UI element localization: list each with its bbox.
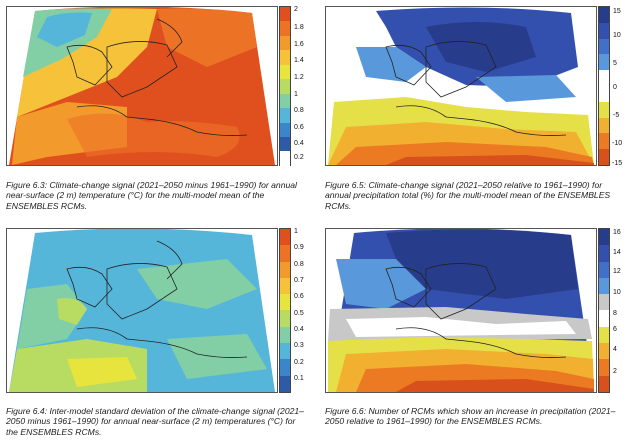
colorbar-tick: 10 bbox=[613, 289, 621, 296]
colorbar-tick: 15 bbox=[613, 8, 621, 15]
colorbar bbox=[598, 6, 610, 166]
colorbar-tick: 10 bbox=[613, 32, 621, 39]
colorbar-tick: 0.8 bbox=[294, 107, 304, 114]
colorbar-tick: -15 bbox=[612, 160, 623, 167]
figure-caption: Figure 6.6: Number of RCMs which show an… bbox=[325, 406, 616, 427]
colorbar-tick: 0.7 bbox=[294, 277, 304, 284]
colorbar-tick: 14 bbox=[613, 249, 621, 256]
colorbar-tick: 6 bbox=[613, 326, 617, 333]
colorbar bbox=[598, 228, 610, 393]
figure-caption: Figure 6.3: Climate-change signal (2021–… bbox=[6, 180, 297, 211]
colorbar-tick: 4 bbox=[613, 346, 617, 353]
figure-caption: Figure 6.4: Inter-model standard deviati… bbox=[6, 406, 304, 437]
inter-model-std-map bbox=[6, 228, 278, 393]
colorbar-tick: 8 bbox=[613, 310, 617, 317]
colorbar bbox=[279, 228, 291, 393]
colorbar-tick: 0.3 bbox=[294, 342, 304, 349]
colorbar-tick: 2 bbox=[294, 6, 298, 13]
colorbar-tick: 1 bbox=[294, 228, 298, 235]
colorbar-tick: 0.1 bbox=[294, 375, 304, 382]
colorbar-tick: -5 bbox=[613, 112, 620, 119]
colorbar-tick: 1.4 bbox=[294, 57, 304, 64]
colorbar-tick: 16 bbox=[613, 229, 621, 236]
colorbar-tick: 0.4 bbox=[294, 140, 304, 147]
colorbar-tick: 0.5 bbox=[294, 310, 304, 317]
colorbar-tick: 1 bbox=[294, 91, 298, 98]
figure-caption: Figure 6.5: Climate-change signal (2021–… bbox=[325, 180, 611, 211]
colorbar-tick: 0.2 bbox=[294, 359, 304, 366]
colorbar-tick: 5 bbox=[613, 60, 617, 67]
colorbar-tick: 0.6 bbox=[294, 124, 304, 131]
colorbar-tick: 0.4 bbox=[294, 326, 304, 333]
colorbar-tick: 0.8 bbox=[294, 261, 304, 268]
colorbar-tick: 0.9 bbox=[294, 244, 304, 251]
colorbar-tick: 2 bbox=[613, 368, 617, 375]
colorbar-tick: 1.6 bbox=[294, 41, 304, 48]
colorbar-tick: 0 bbox=[613, 84, 617, 91]
colorbar-tick: 0.2 bbox=[294, 154, 304, 161]
colorbar-tick: 1.2 bbox=[294, 74, 304, 81]
colorbar-tick: 12 bbox=[613, 268, 621, 275]
rcm-increase-count-map bbox=[325, 228, 597, 393]
colorbar-tick: 0.6 bbox=[294, 293, 304, 300]
precipitation-change-map bbox=[325, 6, 597, 166]
colorbar-tick: -10 bbox=[612, 140, 623, 147]
temperature-change-map bbox=[6, 6, 278, 166]
colorbar bbox=[279, 6, 291, 166]
colorbar-tick: 1.8 bbox=[294, 24, 304, 31]
